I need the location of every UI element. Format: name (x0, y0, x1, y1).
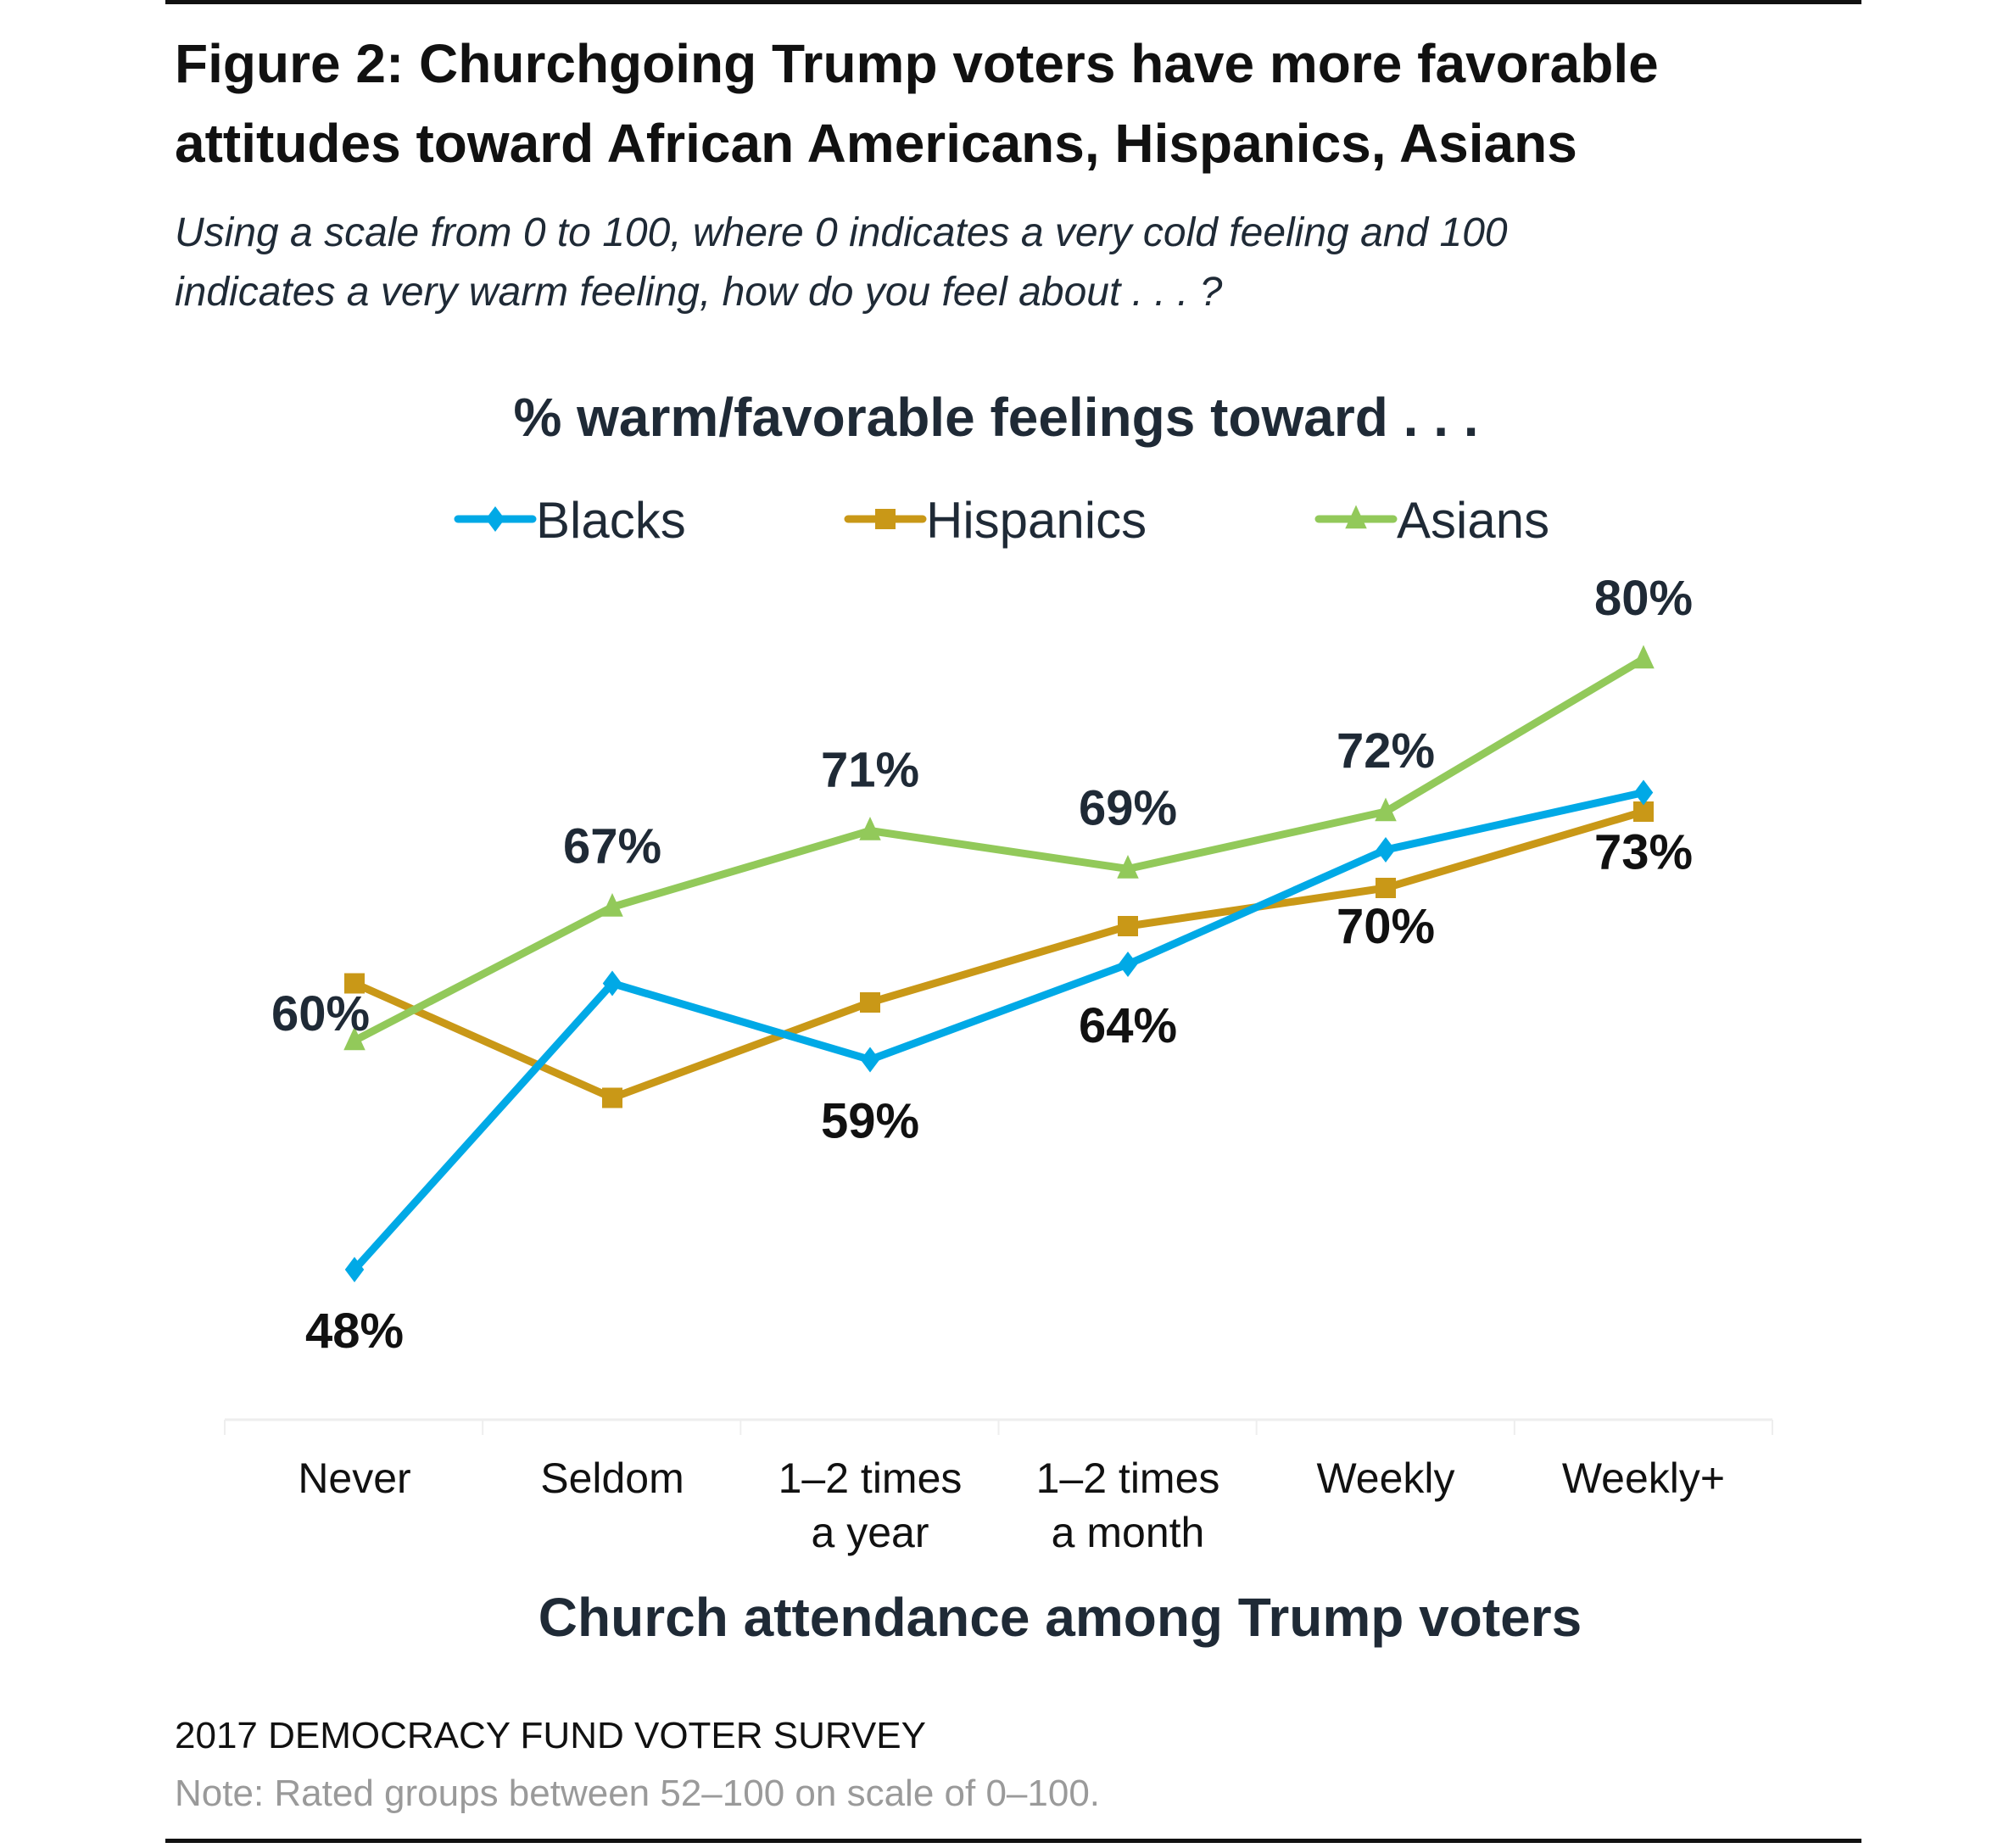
data-point-hispanics (1376, 878, 1396, 898)
x-tick-label-line: Weekly+ (1562, 1454, 1725, 1502)
data-point-blacks (602, 970, 622, 997)
x-tick-label: Weekly (1316, 1454, 1454, 1502)
x-tick-label-line: Seldom (540, 1454, 684, 1502)
data-point-hispanics (602, 1087, 622, 1108)
data-label-blacks: 64% (1079, 998, 1177, 1053)
legend-label-hispanics: Hispanics (926, 492, 1147, 549)
series-line-asians (352, 656, 1646, 1044)
x-tick-label-line: 1–2 times (1036, 1454, 1220, 1502)
data-point-asians (601, 893, 623, 917)
figure-title-line-2: attitudes toward African Americans, Hisp… (175, 113, 1577, 174)
x-tick-labels: Never Seldom 1–2 times a year 1–2 times a mon… (298, 1454, 1725, 1556)
x-tick-label: 1–2 times a month (1036, 1454, 1220, 1556)
data-point-blacks (1633, 779, 1654, 806)
chart-title: % warm/favorable feelings toward . . . (513, 387, 1479, 448)
legend-item-hispanics: Hispanics (844, 492, 1147, 549)
data-point-blacks (344, 1257, 365, 1282)
x-axis-title: Church attendance among Trump voters (538, 1587, 1582, 1648)
data-point-asians (343, 1026, 366, 1051)
figure-title: Figure 2: Churchgoing Trump voters have … (175, 24, 1871, 183)
data-point-asians (1375, 797, 1397, 822)
series-line-blacks (351, 789, 1644, 1273)
data-label-blacks: 70% (1337, 899, 1435, 954)
data-label-asians: 71% (821, 743, 919, 798)
data-point-hispanics (860, 992, 880, 1013)
legend-label-blacks: Blacks (536, 492, 686, 549)
series-markers (343, 645, 1655, 1282)
x-axis (224, 1418, 1773, 1435)
figure-subtitle-line-1: Using a scale from 0 to 100, where 0 ind… (175, 210, 1508, 255)
data-label-asians: 80% (1594, 571, 1693, 626)
legend: Blacks Hispanics Asians (454, 492, 1549, 549)
series-lines (351, 656, 1646, 1273)
x-tick-label-line: a year (812, 1509, 929, 1556)
data-label-asians: 72% (1337, 723, 1435, 779)
data-point-hispanics (1118, 916, 1138, 936)
legend-marker-hispanics (875, 509, 896, 529)
data-labels: 48% 59% 64% 70% 73% 60% 67% 71% 69% 72% 80% (271, 571, 1693, 1359)
legend-item-blacks: Blacks (454, 492, 686, 549)
note-text: Note: Rated groups between 52–100 on sca… (175, 1773, 1101, 1814)
figure-title-line-1: Figure 2: Churchgoing Trump voters have … (175, 33, 1659, 94)
data-label-blacks: 48% (305, 1304, 404, 1359)
x-tick-label: 1–2 times a year (778, 1454, 963, 1556)
top-rule (165, 0, 1861, 4)
figure-subtitle-line-2: indicates a very warm feeling, how do yo… (175, 270, 1223, 315)
data-label-asians: 69% (1079, 781, 1177, 836)
legend-marker-asians (1345, 505, 1367, 529)
legend-marker-blacks (485, 506, 505, 532)
x-tick-label-line: Weekly (1316, 1454, 1454, 1502)
data-label-asians: 67% (563, 819, 661, 874)
x-tick-label: Weekly+ (1562, 1454, 1725, 1502)
legend-label-asians: Asians (1397, 492, 1549, 549)
data-point-hispanics (344, 973, 365, 994)
data-label-blacks: 73% (1594, 825, 1693, 880)
data-point-asians (859, 817, 881, 840)
series-line-hispanics (353, 807, 1645, 1102)
source-text: 2017 DEMOCRACY FUND VOTER SURVEY (175, 1715, 926, 1756)
data-point-blacks (1118, 952, 1138, 977)
legend-item-asians: Asians (1314, 492, 1549, 549)
data-point-asians (1117, 855, 1139, 879)
x-tick-label: Seldom (540, 1454, 684, 1502)
data-point-asians (1632, 645, 1655, 669)
data-point-blacks (1376, 837, 1396, 863)
x-tick-label-line: a month (1052, 1509, 1205, 1556)
data-point-blacks (860, 1047, 880, 1073)
bottom-rule (165, 1839, 1861, 1843)
figure-subtitle: Using a scale from 0 to 100, where 0 ind… (175, 204, 1871, 322)
x-tick-label: Never (298, 1454, 410, 1502)
x-tick-label-line: Never (298, 1454, 410, 1502)
data-label-blacks: 59% (821, 1094, 919, 1149)
data-label-asians: 60% (271, 986, 370, 1041)
x-tick-label-line: 1–2 times (778, 1454, 963, 1502)
